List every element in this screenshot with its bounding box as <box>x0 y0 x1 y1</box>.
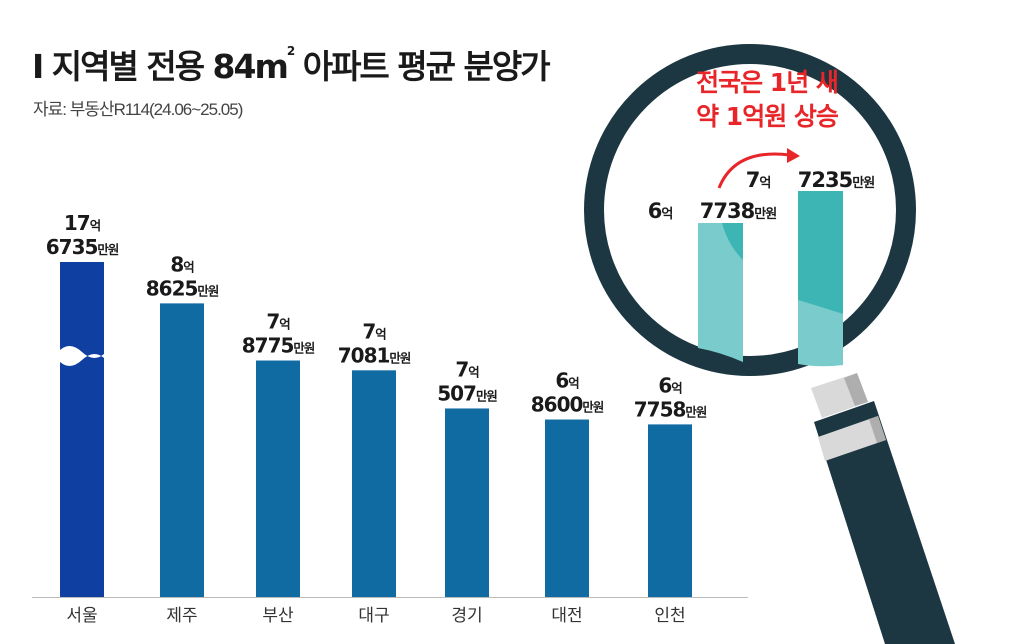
value-text: 8600 <box>531 393 583 417</box>
data-label-eok: 8억 <box>170 252 194 276</box>
bar-대구 <box>352 370 396 597</box>
source-note: 자료: 부동산R114(24.06~25.05) <box>33 100 243 119</box>
value-text: 7 <box>362 319 375 343</box>
inset-annotation: 약 1억원 상승 <box>696 102 839 131</box>
magnifier-ring <box>584 44 916 376</box>
data-label-eok: 7억 <box>362 319 386 343</box>
x-tick-label: 대구 <box>358 606 389 626</box>
data-label-man: 8600만원 <box>531 393 604 417</box>
x-tick-label: 경기 <box>451 606 482 626</box>
magnifier-handle <box>814 401 955 644</box>
x-tick-label: 서울 <box>66 606 97 626</box>
data-label-man: 7081만원 <box>338 343 411 367</box>
value-text: 8625 <box>146 276 198 300</box>
unit-text: 만원 <box>582 400 603 415</box>
magnifier-band <box>818 416 886 461</box>
unit-text: 만원 <box>685 404 706 419</box>
inset-bar-after-shade <box>798 191 843 314</box>
magnifier-neck-shade <box>844 373 868 406</box>
magnifier-band-shade <box>869 416 886 443</box>
value-text: 7235 <box>798 168 853 192</box>
data-label-man: 8775만원 <box>242 334 315 358</box>
unit-text: 만원 <box>97 242 118 257</box>
unit-text: 만원 <box>197 283 218 298</box>
x-tick-label: 인천 <box>654 606 685 626</box>
bar-인천 <box>648 424 692 597</box>
value-text: 7 <box>746 168 760 192</box>
data-label-man: 8625만원 <box>146 276 219 300</box>
value-text: 7081 <box>338 343 390 367</box>
data-label-man: 7758만원 <box>634 397 707 421</box>
value-text: 17 <box>64 211 90 235</box>
value-text: 6 <box>648 199 662 223</box>
title-text-rest: 아파트 평균 분양가 <box>293 47 551 86</box>
data-label-man: 6735만원 <box>46 235 119 259</box>
unit-text: 억 <box>661 207 672 222</box>
value-text: 7 <box>455 357 468 381</box>
value-text: 6 <box>658 373 671 397</box>
chart-title: I 지역별 전용 84m2 아파트 평균 분양가 <box>32 40 551 88</box>
unit-text: 만원 <box>293 341 314 356</box>
unit-text: 만원 <box>476 388 497 403</box>
unit-text: 억 <box>759 176 770 191</box>
unit-text: 억 <box>90 218 101 233</box>
x-tick-label: 제주 <box>166 606 197 626</box>
axis-break-mark <box>58 346 106 366</box>
value-text: 6735 <box>46 235 98 259</box>
unit-text: 억 <box>279 317 290 332</box>
magnifier-icon <box>584 44 955 644</box>
inset-label-after-eok: 7억 <box>746 168 771 192</box>
unit-text: 억 <box>468 364 479 379</box>
value-text: 7758 <box>634 397 686 421</box>
data-label-eok: 6억 <box>658 373 682 397</box>
unit-text: 만원 <box>852 175 874 191</box>
x-tick-label: 대전 <box>551 606 582 626</box>
increase-arrow <box>717 152 791 189</box>
arrow-head-icon <box>787 148 800 163</box>
bar-부산 <box>256 360 300 597</box>
inset-bar-before <box>698 223 743 362</box>
unit-text: 억 <box>568 376 579 391</box>
inset-label-before-eok: 6억 <box>648 199 673 223</box>
data-label-man: 507만원 <box>437 381 497 405</box>
value-text: 7 <box>266 310 279 334</box>
bar-서울 <box>60 262 104 597</box>
value-text: 8775 <box>242 334 294 358</box>
bar-대전 <box>545 419 589 597</box>
data-label-eok: 6억 <box>555 369 579 393</box>
unit-text: 만원 <box>754 206 776 222</box>
bar-제주 <box>160 303 204 597</box>
bar-경기 <box>445 408 489 597</box>
inset-annotation: 전국은 1년 새 <box>696 68 838 97</box>
inset-label-before-man: 7738만원 <box>700 199 776 223</box>
title-superscript: 2 <box>286 44 295 58</box>
x-tick-label: 부산 <box>262 606 294 626</box>
unit-text: 억 <box>183 259 194 274</box>
unit-text: 억 <box>671 380 682 395</box>
value-text: 8 <box>170 252 183 276</box>
data-label-eok: 7억 <box>455 357 479 381</box>
data-label-eok: 17억 <box>64 211 101 235</box>
title-text: I 지역별 전용 84m <box>32 47 289 86</box>
value-text: 507 <box>437 381 476 405</box>
inset-bar-before-shade <box>722 223 743 260</box>
unit-text: 억 <box>375 326 386 341</box>
inset-label-after-man: 7235만원 <box>798 168 874 192</box>
value-text: 6 <box>555 369 568 393</box>
data-label-eok: 7억 <box>266 310 290 334</box>
unit-text: 만원 <box>389 350 410 365</box>
value-text: 7738 <box>700 199 755 223</box>
